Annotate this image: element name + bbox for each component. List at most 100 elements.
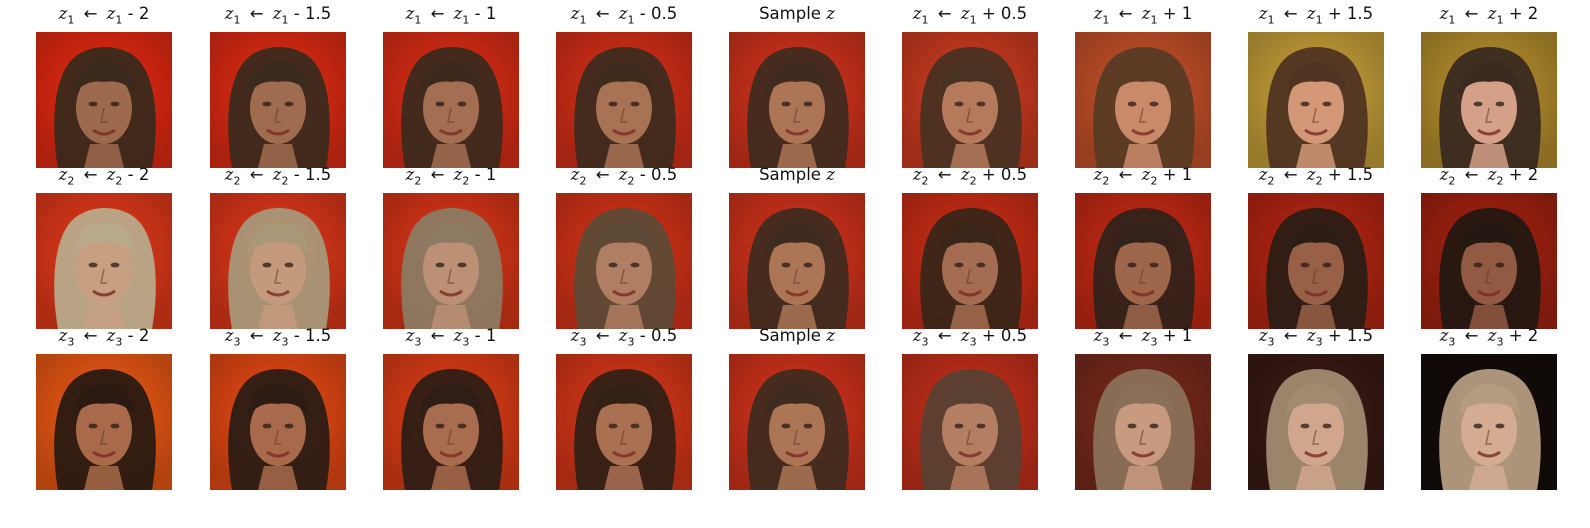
traversal-cell: Sample z bbox=[729, 165, 865, 329]
right-eye bbox=[457, 101, 467, 107]
neck-shape bbox=[1469, 144, 1509, 168]
left-eye bbox=[1300, 262, 1310, 268]
caption-lhs-index: 1 bbox=[921, 13, 929, 27]
traversal-cell: z3 ← z3 - 0.5 bbox=[556, 326, 692, 490]
left-eye bbox=[435, 262, 445, 268]
traversal-cell: z1 ← z1 - 0.5 bbox=[556, 4, 692, 168]
nose bbox=[793, 429, 800, 445]
neck-shape bbox=[777, 466, 817, 490]
traversal-cell: Sample z bbox=[729, 326, 865, 490]
cell-caption: z1 ← z1 - 0.5 bbox=[534, 4, 714, 28]
traversal-cell: z1 ← z1 + 1.5 bbox=[1248, 4, 1384, 168]
caption-operator: + bbox=[1162, 4, 1177, 23]
bangs-shape bbox=[421, 62, 482, 94]
left-arrow-icon: ← bbox=[595, 165, 610, 184]
left-arrow-icon: ← bbox=[595, 326, 610, 345]
caption-lhs-variable: z bbox=[1439, 4, 1449, 23]
bangs-shape bbox=[248, 62, 309, 94]
neck-shape bbox=[950, 305, 990, 329]
neck-shape bbox=[1123, 305, 1163, 329]
traversal-cell: z1 ← z1 - 2 bbox=[36, 4, 172, 168]
left-arrow-icon: ← bbox=[1464, 165, 1479, 184]
caption-rhs-index: 3 bbox=[969, 335, 977, 349]
mouth bbox=[612, 450, 636, 458]
left-arrow-icon: ← bbox=[1283, 4, 1298, 23]
traversal-cell: z2 ← z2 - 0.5 bbox=[556, 165, 692, 329]
caption-rhs-index: 3 bbox=[1496, 335, 1504, 349]
neck-shape bbox=[604, 466, 644, 490]
mouth bbox=[92, 289, 116, 297]
caption-amount: 0.5 bbox=[650, 326, 678, 345]
nose bbox=[1139, 268, 1146, 284]
traversal-cell: z2 ← z2 - 2 bbox=[36, 165, 172, 329]
caption-rhs-variable: z bbox=[960, 326, 970, 345]
caption-rhs-variable: z bbox=[106, 4, 116, 23]
right-eye bbox=[630, 423, 640, 429]
bangs-shape bbox=[421, 223, 482, 255]
traversal-cell: z1 ← z1 - 1.5 bbox=[210, 4, 346, 168]
mouth bbox=[612, 128, 636, 136]
caption-lhs-variable: z bbox=[1093, 165, 1103, 184]
nose bbox=[100, 429, 107, 445]
mouth bbox=[92, 128, 116, 136]
cell-caption: z1 ← z1 - 1.5 bbox=[188, 4, 368, 28]
nose bbox=[1139, 429, 1146, 445]
caption-lhs-variable: z bbox=[224, 165, 234, 184]
caption-amount: 1 bbox=[1181, 4, 1193, 23]
caption-operator: - bbox=[293, 4, 300, 23]
caption-rhs-index: 1 bbox=[627, 13, 635, 27]
cell-caption: z3 ← z3 - 1 bbox=[361, 326, 541, 350]
generated-face-image bbox=[210, 32, 346, 168]
caption-lhs-variable: z bbox=[1258, 326, 1268, 345]
traversal-cell: z2 ← z2 + 1 bbox=[1075, 165, 1211, 329]
nose bbox=[1312, 429, 1319, 445]
nose bbox=[1485, 268, 1492, 284]
left-eye bbox=[781, 423, 791, 429]
caption-lhs-index: 3 bbox=[1267, 335, 1275, 349]
caption-lhs-index: 2 bbox=[1448, 174, 1456, 188]
caption-lhs-variable: z bbox=[1439, 326, 1449, 345]
left-arrow-icon: ← bbox=[430, 4, 445, 23]
bangs-shape bbox=[1113, 384, 1174, 416]
left-arrow-icon: ← bbox=[1464, 326, 1479, 345]
left-eye bbox=[954, 101, 964, 107]
caption-rhs-variable: z bbox=[618, 165, 628, 184]
caption-label: Sample bbox=[759, 165, 821, 184]
bangs-shape bbox=[74, 62, 135, 94]
generated-face-image bbox=[1421, 354, 1557, 490]
generated-face-image bbox=[1248, 32, 1384, 168]
neck-shape bbox=[431, 144, 471, 168]
left-arrow-icon: ← bbox=[937, 4, 952, 23]
left-eye bbox=[1473, 262, 1483, 268]
caption-rhs-index: 2 bbox=[1496, 174, 1504, 188]
nose bbox=[1485, 107, 1492, 123]
cell-caption: Sample z bbox=[707, 165, 887, 189]
left-arrow-icon: ← bbox=[249, 4, 264, 23]
caption-lhs-variable: z bbox=[405, 326, 415, 345]
left-arrow-icon: ← bbox=[430, 326, 445, 345]
mouth bbox=[266, 289, 290, 297]
caption-lhs-variable: z bbox=[58, 326, 68, 345]
caption-rhs-index: 1 bbox=[462, 13, 470, 27]
traversal-cell: z1 ← z1 + 0.5 bbox=[902, 4, 1038, 168]
neck-shape bbox=[84, 466, 124, 490]
generated-face-image bbox=[729, 354, 865, 490]
caption-rhs-index: 3 bbox=[281, 335, 289, 349]
caption-amount: 0.5 bbox=[650, 4, 678, 23]
caption-amount: 2 bbox=[138, 326, 150, 345]
caption-rhs-index: 1 bbox=[1315, 13, 1323, 27]
caption-variable: z bbox=[826, 326, 835, 345]
neck-shape bbox=[1296, 466, 1336, 490]
bangs-shape bbox=[594, 62, 655, 94]
cell-caption: z2 ← z2 + 0.5 bbox=[880, 165, 1060, 189]
left-arrow-icon: ← bbox=[1118, 4, 1133, 23]
traversal-cell: z2 ← z2 + 0.5 bbox=[902, 165, 1038, 329]
left-eye bbox=[1473, 423, 1483, 429]
nose bbox=[966, 429, 973, 445]
cell-caption: z2 ← z2 - 1 bbox=[361, 165, 541, 189]
right-eye bbox=[976, 262, 986, 268]
caption-amount: 1.5 bbox=[1346, 165, 1374, 184]
caption-rhs-variable: z bbox=[1487, 326, 1497, 345]
caption-amount: 1.5 bbox=[304, 326, 332, 345]
cell-caption: z3 ← z3 + 1.5 bbox=[1226, 326, 1406, 350]
